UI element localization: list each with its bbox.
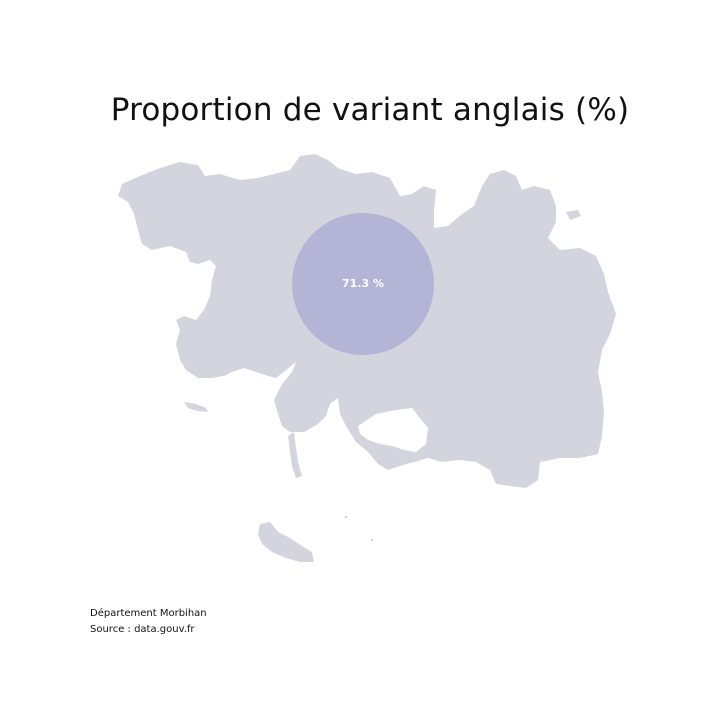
value-bubble-label: 71.3 % bbox=[342, 277, 384, 290]
map-footer: Département Morbihan Source : data.gouv.… bbox=[90, 606, 207, 638]
hoedic-island bbox=[370, 538, 374, 542]
east-islet bbox=[566, 210, 581, 220]
rhuys-peninsula bbox=[358, 408, 428, 452]
houat-island bbox=[344, 515, 348, 519]
groix-island bbox=[184, 402, 208, 412]
map-title: Proportion de variant anglais (%) bbox=[110, 92, 630, 128]
source-caption: Source : data.gouv.fr bbox=[90, 624, 195, 635]
value-bubble bbox=[292, 213, 434, 355]
quiberon-peninsula bbox=[288, 432, 302, 478]
department-caption: Département Morbihan bbox=[90, 608, 207, 619]
belle-ile bbox=[258, 522, 314, 562]
